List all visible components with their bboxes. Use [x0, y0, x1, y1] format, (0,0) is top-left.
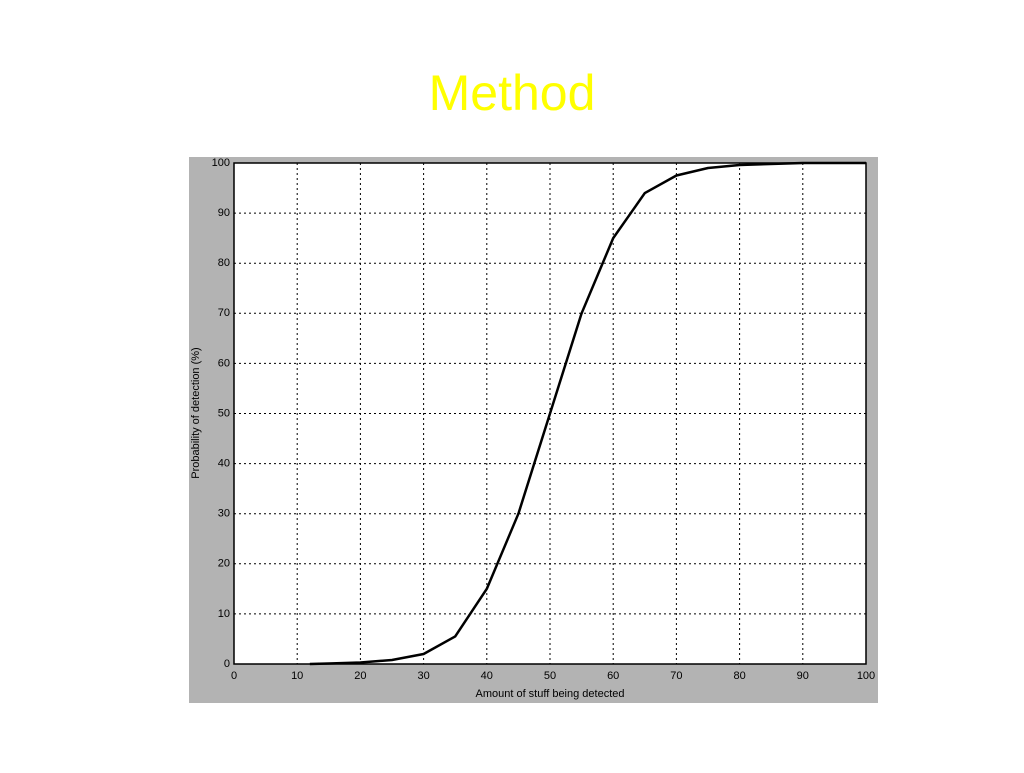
y-tick-label: 0 — [224, 658, 230, 670]
x-tick-label: 60 — [607, 670, 619, 682]
y-tick-label: 20 — [218, 558, 230, 570]
y-tick-label: 100 — [212, 157, 230, 169]
y-axis-label: Probability of detection (%) — [190, 347, 202, 478]
x-tick-label: 50 — [544, 670, 556, 682]
slide-title: Method — [429, 65, 596, 121]
x-tick-label: 40 — [481, 670, 493, 682]
x-tick-label: 100 — [857, 670, 875, 682]
y-tick-label: 10 — [218, 608, 230, 620]
data-line — [309, 161, 866, 666]
x-tick-label: 10 — [291, 670, 303, 682]
y-tick-label: 70 — [218, 307, 230, 319]
y-tick-label: 60 — [218, 357, 230, 369]
x-tick-label: 70 — [670, 670, 682, 682]
y-tick-label: 40 — [218, 458, 230, 470]
x-tick-label: 20 — [354, 670, 366, 682]
y-tick-label: 50 — [218, 407, 230, 419]
y-tick-label: 80 — [218, 257, 230, 269]
x-tick-label: 0 — [231, 670, 237, 682]
x-tick-label: 80 — [733, 670, 745, 682]
y-tick-label: 30 — [218, 508, 230, 520]
x-tick-label: 90 — [797, 670, 809, 682]
x-axis-label: Amount of stuff being detected — [475, 688, 624, 700]
x-tick-label: 30 — [417, 670, 429, 682]
y-tick-label: 90 — [218, 207, 230, 219]
